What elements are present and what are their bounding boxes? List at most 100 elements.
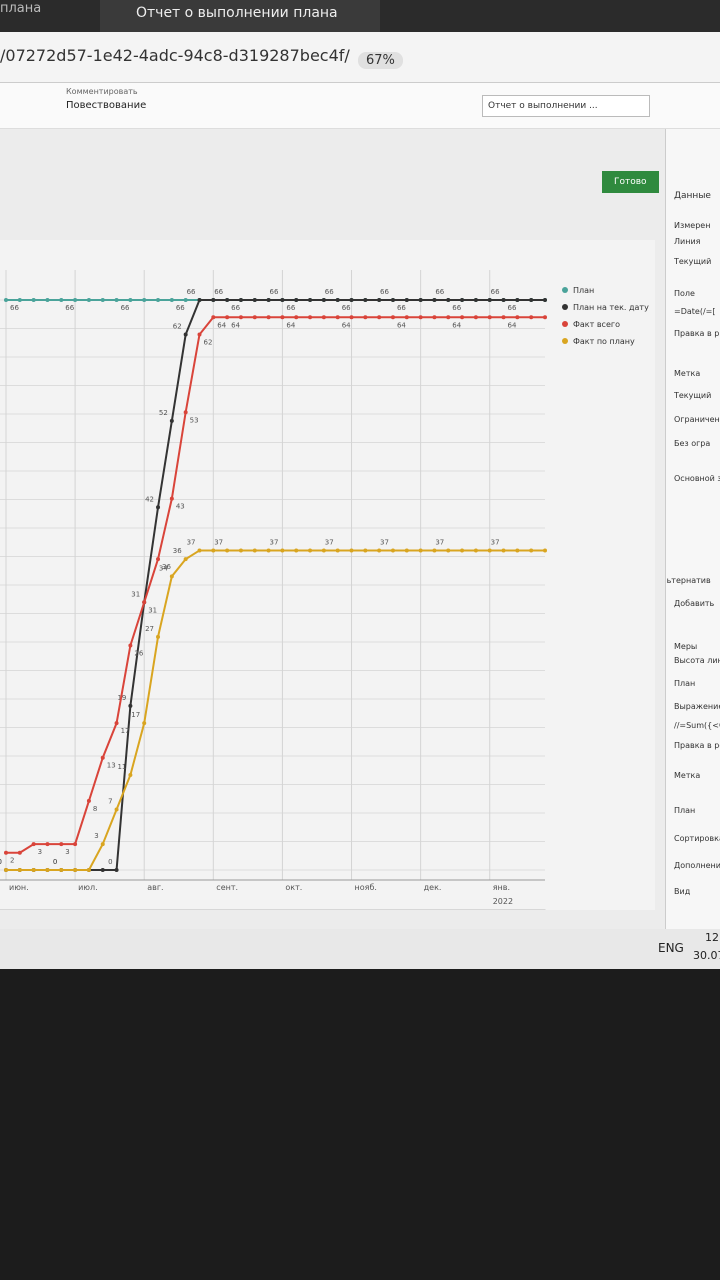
panel-item[interactable]: Выражение (674, 702, 720, 711)
panel-item[interactable]: //=Sum({<C_1 (674, 721, 720, 730)
point (529, 548, 534, 553)
data-label: 31 (131, 590, 140, 598)
point (100, 755, 105, 760)
data-label: 64 (231, 321, 240, 329)
point (31, 868, 36, 872)
point (473, 298, 478, 302)
point (183, 410, 188, 415)
panel-item[interactable]: =Date(/=[ (674, 307, 716, 316)
panel-tab[interactable]: Данные (674, 191, 711, 201)
point (432, 315, 437, 320)
point (487, 315, 492, 320)
done-button[interactable]: Готово (602, 171, 659, 193)
x-tick-label: нояб. (355, 883, 377, 892)
data-label: 66 (176, 304, 185, 312)
point (225, 298, 230, 302)
point (86, 298, 91, 302)
point (501, 548, 506, 553)
panel-item[interactable]: Высота линии (674, 656, 720, 665)
point (45, 868, 50, 872)
point (335, 548, 340, 553)
panel-item[interactable]: План (674, 806, 696, 815)
data-label: 31 (148, 606, 157, 614)
point (349, 298, 354, 302)
panel-item[interactable]: Дополнения (674, 861, 720, 870)
toolbar: Комментировать Повествование Отчет о вып… (0, 83, 720, 129)
panel-item[interactable]: Текущий (674, 257, 712, 266)
panel-item[interactable]: Текущий (674, 391, 712, 400)
point (321, 315, 326, 320)
point (460, 315, 465, 320)
point (114, 807, 119, 812)
x-tick-label: дек. (424, 883, 442, 892)
point (432, 298, 437, 302)
data-label: 0 (0, 858, 2, 866)
data-label: 66 (231, 304, 240, 312)
zoom[interactable]: 67% (358, 52, 403, 69)
x-tick-label: июн. (9, 883, 29, 892)
point (31, 842, 36, 847)
panel-item[interactable]: Ограничен (674, 415, 720, 424)
panel-item[interactable]: Вид (674, 887, 691, 896)
point (45, 842, 50, 847)
panel-item[interactable]: Альтернатив (666, 576, 711, 585)
data-label: 17 (131, 711, 140, 719)
panel-item[interactable]: Метка (674, 771, 701, 780)
panel-item[interactable]: Метка (674, 369, 701, 378)
data-label: 0 (0, 858, 2, 866)
data-label: 42 (145, 495, 154, 503)
data-label: 3 (38, 848, 42, 856)
point (404, 548, 409, 553)
data-label: 37 (214, 538, 223, 546)
comment[interactable]: Комментировать (66, 87, 138, 96)
point (308, 548, 313, 553)
narration[interactable]: Повествование (66, 100, 147, 111)
language[interactable]: ENG (658, 941, 684, 955)
data-label: 3 (65, 848, 69, 856)
data-label: 37 (435, 538, 444, 546)
url[interactable]: /07272d57-1e42-4adc-94c8-d319287bec4f/s (0, 46, 350, 65)
point (128, 773, 133, 777)
point (183, 298, 188, 302)
point (404, 315, 409, 320)
point (487, 548, 492, 553)
clock-date[interactable]: 30.07 (693, 949, 720, 962)
point (252, 315, 257, 320)
point (4, 850, 8, 855)
panel-item[interactable]: Линия (674, 237, 701, 246)
panel-item[interactable]: Поле (674, 289, 695, 298)
point (446, 315, 451, 320)
data-label: 64 (397, 321, 406, 329)
point (17, 850, 22, 855)
panel-item[interactable]: Правка в р выражени (674, 329, 720, 338)
point (487, 298, 492, 302)
panel-item[interactable]: Измерен (674, 221, 711, 230)
point (156, 557, 161, 562)
data-label: 43 (176, 503, 185, 511)
panel-item[interactable]: Сортировка (674, 834, 720, 843)
clock-time[interactable]: 12 (705, 931, 719, 944)
panel-item[interactable]: Добавить (674, 599, 715, 608)
point (294, 298, 299, 302)
point (308, 298, 313, 302)
panel-item[interactable]: Без огра (674, 439, 711, 448)
point (377, 298, 382, 302)
point (59, 842, 64, 847)
point (501, 315, 506, 320)
data-label: 62 (173, 323, 182, 331)
point (252, 298, 257, 302)
panel-item[interactable]: Меры (674, 642, 698, 651)
data-label: 7 (108, 798, 112, 806)
point (197, 332, 202, 337)
point (4, 868, 8, 872)
panel-item[interactable]: Основной з (674, 474, 720, 483)
tab[interactable]: плана (0, 1, 42, 16)
data-label: 17 (121, 727, 130, 735)
point (17, 868, 22, 872)
tab[interactable]: Отчет о выполнении плана (100, 0, 380, 32)
legend-label: План на тек. дату (573, 303, 649, 312)
sheet-select[interactable]: Отчет о выполнении ... (482, 95, 650, 117)
panel-item[interactable]: План (674, 679, 696, 688)
panel-item[interactable]: Правка в реда выражения (674, 741, 720, 750)
